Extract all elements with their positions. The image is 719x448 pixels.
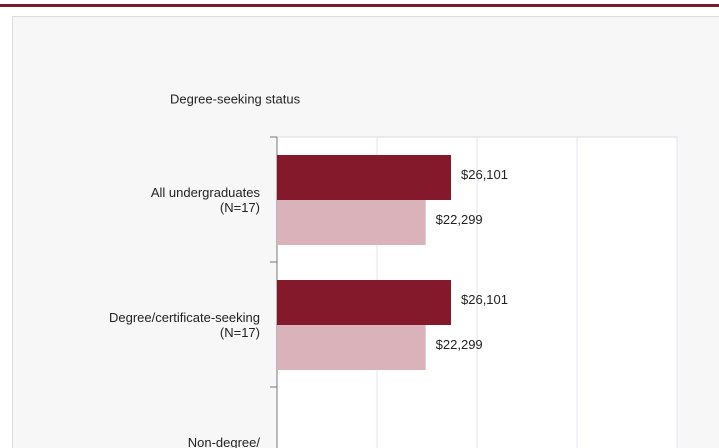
y-tick-label: Non-degree/ non-certificate-seeking	[187, 434, 260, 448]
data-label: $22,299	[436, 212, 483, 227]
bar	[277, 200, 426, 245]
y-tick-label: Degree/certificate-seeking (N=17)	[108, 309, 260, 340]
bar	[277, 155, 452, 200]
bar	[277, 325, 426, 370]
top-bar	[0, 4, 719, 7]
chart-title: Degree-seeking status	[170, 91, 301, 106]
y-tick-label: All undergraduates (N=17)	[150, 184, 260, 215]
data-label: $22,299	[436, 337, 483, 352]
data-label: $26,101	[461, 292, 508, 307]
data-label: $26,101	[461, 167, 508, 182]
bar	[277, 280, 452, 325]
